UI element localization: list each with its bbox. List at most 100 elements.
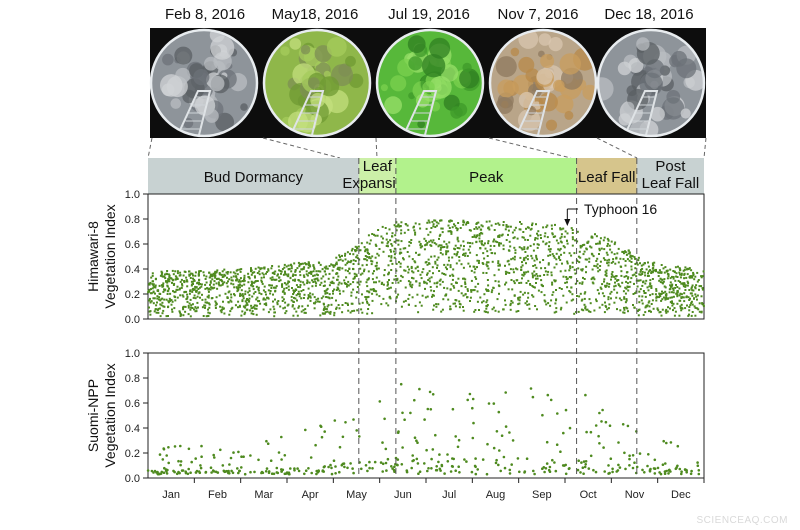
data-point <box>652 269 655 272</box>
data-point <box>512 268 515 271</box>
data-point <box>276 274 279 277</box>
data-point <box>604 301 606 304</box>
data-point <box>332 282 335 285</box>
data-point <box>627 252 630 255</box>
data-point <box>311 293 314 296</box>
data-point <box>274 289 277 292</box>
data-point <box>179 280 182 283</box>
data-point <box>399 225 402 228</box>
data-point <box>526 303 529 306</box>
data-point <box>604 270 607 273</box>
data-point <box>469 229 472 232</box>
data-point <box>404 269 407 272</box>
data-point <box>551 458 554 462</box>
data-point <box>354 260 357 262</box>
data-point <box>523 259 526 262</box>
data-point <box>536 258 538 261</box>
data-point <box>293 307 296 310</box>
data-point <box>574 272 577 275</box>
x-tick-label: Jul <box>442 489 456 501</box>
data-point <box>690 286 693 289</box>
data-point <box>598 306 601 309</box>
data-point <box>569 291 572 294</box>
data-point <box>700 295 703 298</box>
data-point <box>276 303 279 306</box>
data-point <box>647 261 649 264</box>
data-point <box>284 272 287 275</box>
data-point <box>684 285 687 288</box>
data-point <box>577 459 580 463</box>
data-point <box>607 261 610 264</box>
data-point <box>542 259 545 261</box>
data-point <box>411 270 414 273</box>
data-point <box>645 268 648 271</box>
data-point <box>289 277 292 280</box>
data-point <box>428 390 432 394</box>
data-point <box>226 276 228 279</box>
data-point <box>158 284 161 287</box>
data-point <box>634 257 637 260</box>
data-point <box>463 245 465 248</box>
data-point <box>655 289 658 292</box>
data-point <box>588 257 591 260</box>
data-point <box>408 244 411 247</box>
data-point <box>323 266 326 269</box>
data-point <box>599 286 602 289</box>
data-point <box>517 303 520 306</box>
data-point <box>591 268 594 271</box>
data-point <box>449 219 452 222</box>
data-point <box>234 304 237 307</box>
data-point <box>387 245 389 248</box>
data-point <box>587 467 591 470</box>
data-point <box>680 306 683 309</box>
data-point <box>229 271 232 274</box>
data-point <box>162 275 164 278</box>
data-point <box>585 247 588 250</box>
data-point <box>190 280 193 283</box>
data-point <box>201 293 203 296</box>
data-point <box>261 272 264 275</box>
photo-foliage-patch <box>628 58 644 73</box>
photo-foliage-patch <box>421 53 446 78</box>
data-point <box>438 467 442 471</box>
data-point <box>557 248 560 251</box>
data-point <box>613 285 616 288</box>
data-point <box>380 303 383 306</box>
data-point <box>568 252 571 255</box>
x-tick-label: May <box>346 489 367 501</box>
data-point <box>486 265 489 268</box>
data-point <box>370 260 373 263</box>
data-point <box>622 311 625 314</box>
data-point <box>183 290 186 293</box>
data-point <box>150 300 153 303</box>
data-point <box>589 302 592 305</box>
data-point <box>672 309 674 312</box>
data-point <box>263 276 265 279</box>
data-point <box>174 270 177 273</box>
data-point <box>497 262 500 265</box>
data-point <box>445 250 448 253</box>
data-point <box>617 441 620 444</box>
data-point <box>275 471 279 474</box>
data-point <box>458 306 461 309</box>
data-point <box>231 471 235 475</box>
data-point <box>618 466 622 469</box>
data-point <box>156 301 158 304</box>
data-point <box>518 302 521 305</box>
data-point <box>323 280 326 283</box>
data-point <box>237 289 240 292</box>
data-point <box>690 300 693 303</box>
data-point <box>614 284 617 287</box>
data-point <box>430 244 433 247</box>
data-point <box>405 470 409 474</box>
data-point <box>411 454 415 457</box>
data-point <box>447 298 450 301</box>
data-point <box>414 261 417 264</box>
data-point <box>651 262 654 265</box>
data-point <box>558 287 561 289</box>
data-point <box>587 310 590 313</box>
data-point <box>196 295 199 298</box>
data-point <box>325 289 328 292</box>
data-point <box>359 273 362 276</box>
data-point <box>438 234 441 237</box>
